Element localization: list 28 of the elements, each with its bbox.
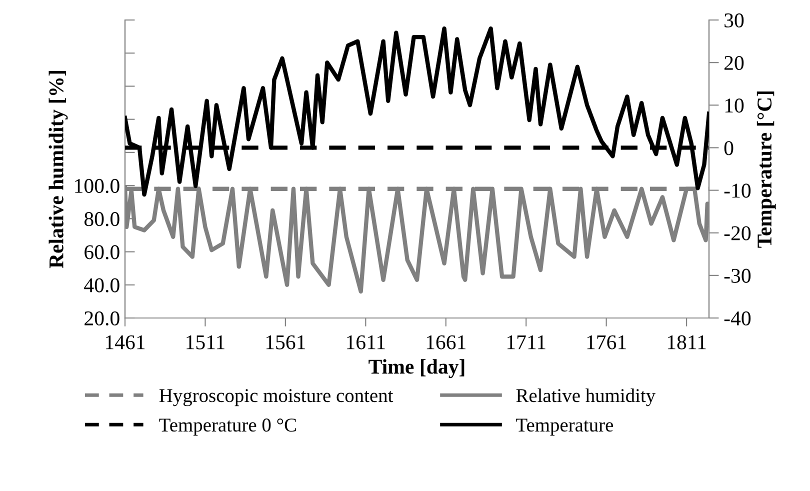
x-tick-label: 1811	[668, 335, 706, 350]
x-tick-label: 1761	[587, 335, 626, 350]
y-tick-label: 100.0	[75, 178, 120, 194]
y2-tick-label: 10	[725, 98, 744, 113]
y2-tick-label: -20	[724, 226, 751, 240]
y2-tick-label: 0	[724, 141, 734, 156]
x-axis-title: Time [day]	[368, 359, 464, 378]
y2-tick-label: 20	[724, 56, 744, 70]
y2-axis-title: Temperature [°C]	[756, 91, 776, 248]
x-tick-label: 1561	[266, 335, 306, 350]
y2-tick-label: -30	[724, 268, 751, 283]
x-tick-label: 1611	[347, 335, 385, 350]
y2-tick-label: 30	[724, 13, 744, 28]
y-tick-label: 40.0	[84, 278, 120, 292]
y-tick-label: 60.0	[84, 245, 120, 260]
y2-tick-label: -40	[724, 311, 751, 326]
y2-tick-label: -10	[724, 184, 751, 198]
x-tick-label: 1711	[507, 335, 546, 350]
legend-label: Temperature 0 °C	[159, 418, 296, 436]
legend-label: Relative humidity	[516, 388, 656, 406]
y-axis-title: Relative humidity [%]	[48, 71, 68, 268]
x-tick-label: 1461	[106, 335, 145, 350]
y-tick-label: 20.0	[84, 311, 120, 326]
x-tick-label: 1511	[186, 335, 224, 350]
y-tick-label: 80.0	[84, 212, 120, 226]
legend-label: Temperature	[516, 418, 614, 436]
x-tick-label: 1661	[426, 335, 466, 350]
legend-label: Hygroscopic moisture content	[159, 389, 394, 406]
